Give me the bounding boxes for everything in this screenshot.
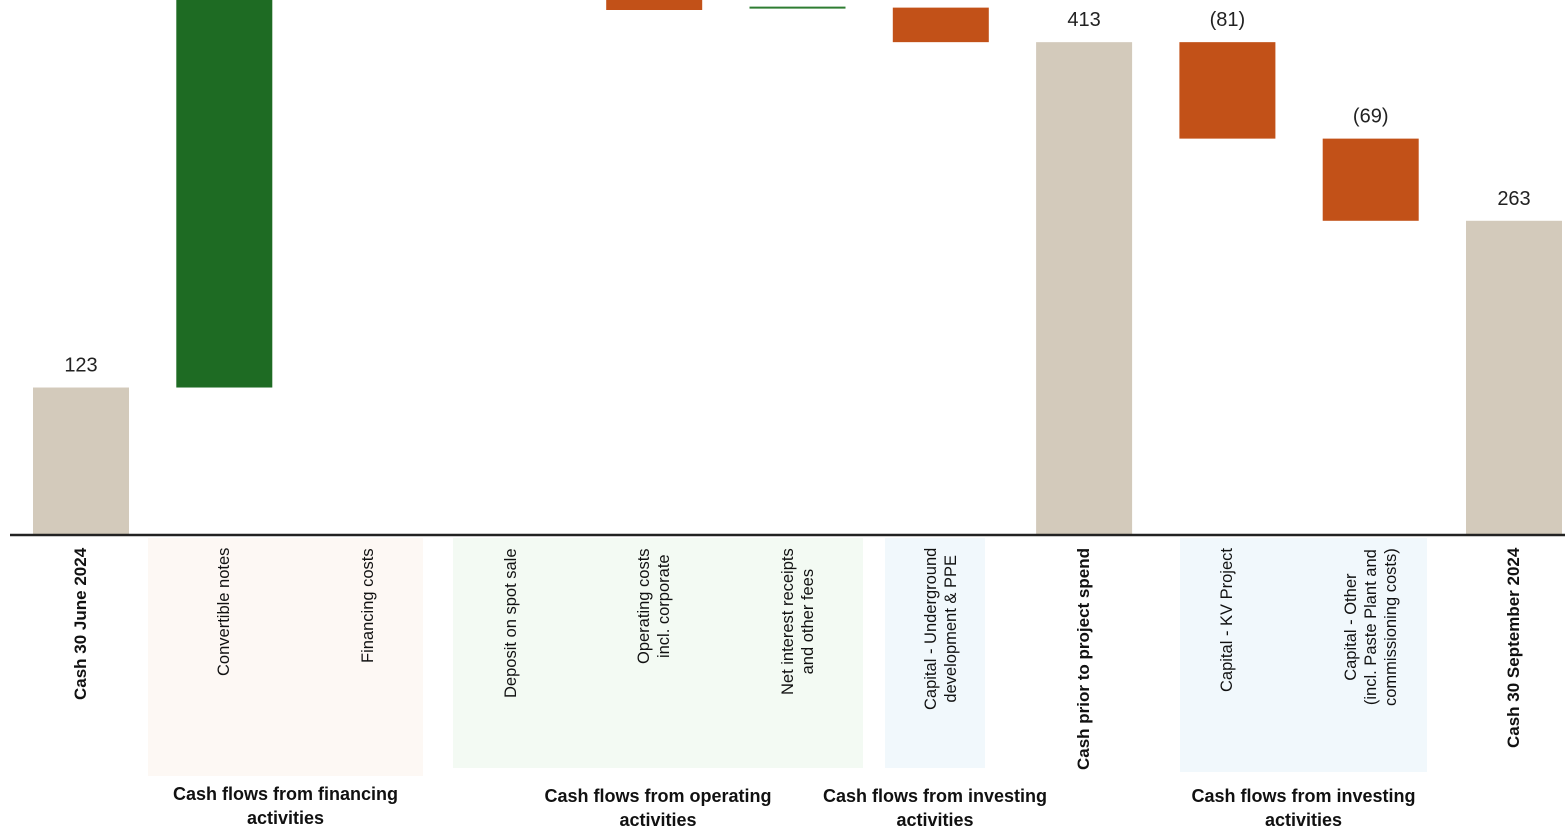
- tick-label-line: Cash prior to project spend: [1074, 548, 1094, 770]
- tick-label-line: Cash 30 September 2024: [1504, 547, 1523, 748]
- tick-label: Capital - Underground development & PPE: [921, 548, 961, 710]
- tick-label-line: Operating costs: [635, 548, 654, 664]
- group-label: Cash flows from investing activities: [822, 786, 1048, 830]
- tick-label: Capital - Other (incl. Paste Plant and com…: [1341, 548, 1401, 706]
- tick-label-line: Deposit on spot sale: [501, 548, 520, 698]
- group-label: Cash flows from operating activities: [544, 786, 772, 830]
- tick-label-line: (incl. Paste Plant and: [1361, 549, 1380, 706]
- tick-label: Capital - KV Project: [1217, 548, 1237, 692]
- bar-decrease: [606, 0, 703, 10]
- data-label: 263: [1497, 188, 1530, 210]
- bar-total: [1036, 42, 1133, 535]
- group-background: [148, 538, 423, 776]
- group-label: Cash flows from financing activities: [172, 784, 399, 828]
- group-background: [453, 538, 863, 768]
- tick-label-line: Capital - Underground: [921, 547, 940, 710]
- tick-label-line: Convertible notes: [215, 547, 234, 676]
- tick-label-line: Capital - KV Project: [1218, 548, 1237, 692]
- tick-label: Cash 30 June 2024: [71, 548, 91, 700]
- tick-label-line: incl. corporate: [655, 554, 674, 659]
- data-label: 123: [64, 355, 97, 377]
- tick-label: Financing costs: [358, 548, 378, 663]
- tick-label: Deposit on spot sale: [501, 548, 521, 698]
- tick-label-line: Net interest receipts: [778, 548, 797, 695]
- tick-label: Cash prior to project spend: [1074, 548, 1094, 770]
- tick-label-line: Financing costs: [358, 548, 377, 663]
- tick-label: Convertible notes: [214, 548, 234, 676]
- tick-label-line: Capital - Other: [1341, 573, 1360, 681]
- bar-decrease: [892, 7, 989, 43]
- group-background: [1180, 538, 1427, 772]
- tick-label: Net interest receipts and other fees: [778, 548, 818, 695]
- bar-increase: [176, 0, 273, 388]
- bar-total: [1466, 220, 1562, 535]
- tick-label-line: and other fees: [798, 568, 817, 675]
- group-label: Cash flows from investing activities: [1191, 786, 1416, 830]
- data-label: (69): [1353, 106, 1389, 128]
- bar-decrease: [1322, 138, 1419, 221]
- bar-increase: [749, 6, 846, 9]
- bar-decrease: [1179, 42, 1276, 139]
- data-label: 413: [1067, 9, 1100, 31]
- tick-label-line: Cash 30 June 2024: [71, 547, 90, 700]
- bar-total: [33, 387, 129, 534]
- tick-label: Operating costs incl. corporate: [634, 548, 674, 664]
- data-label: (81): [1210, 9, 1246, 31]
- tick-label-line: development & PPE: [941, 555, 960, 703]
- tick-label-line: commissioning costs): [1381, 548, 1400, 706]
- tick-label: Cash 30 September 2024: [1504, 548, 1524, 748]
- group-background: [885, 538, 985, 768]
